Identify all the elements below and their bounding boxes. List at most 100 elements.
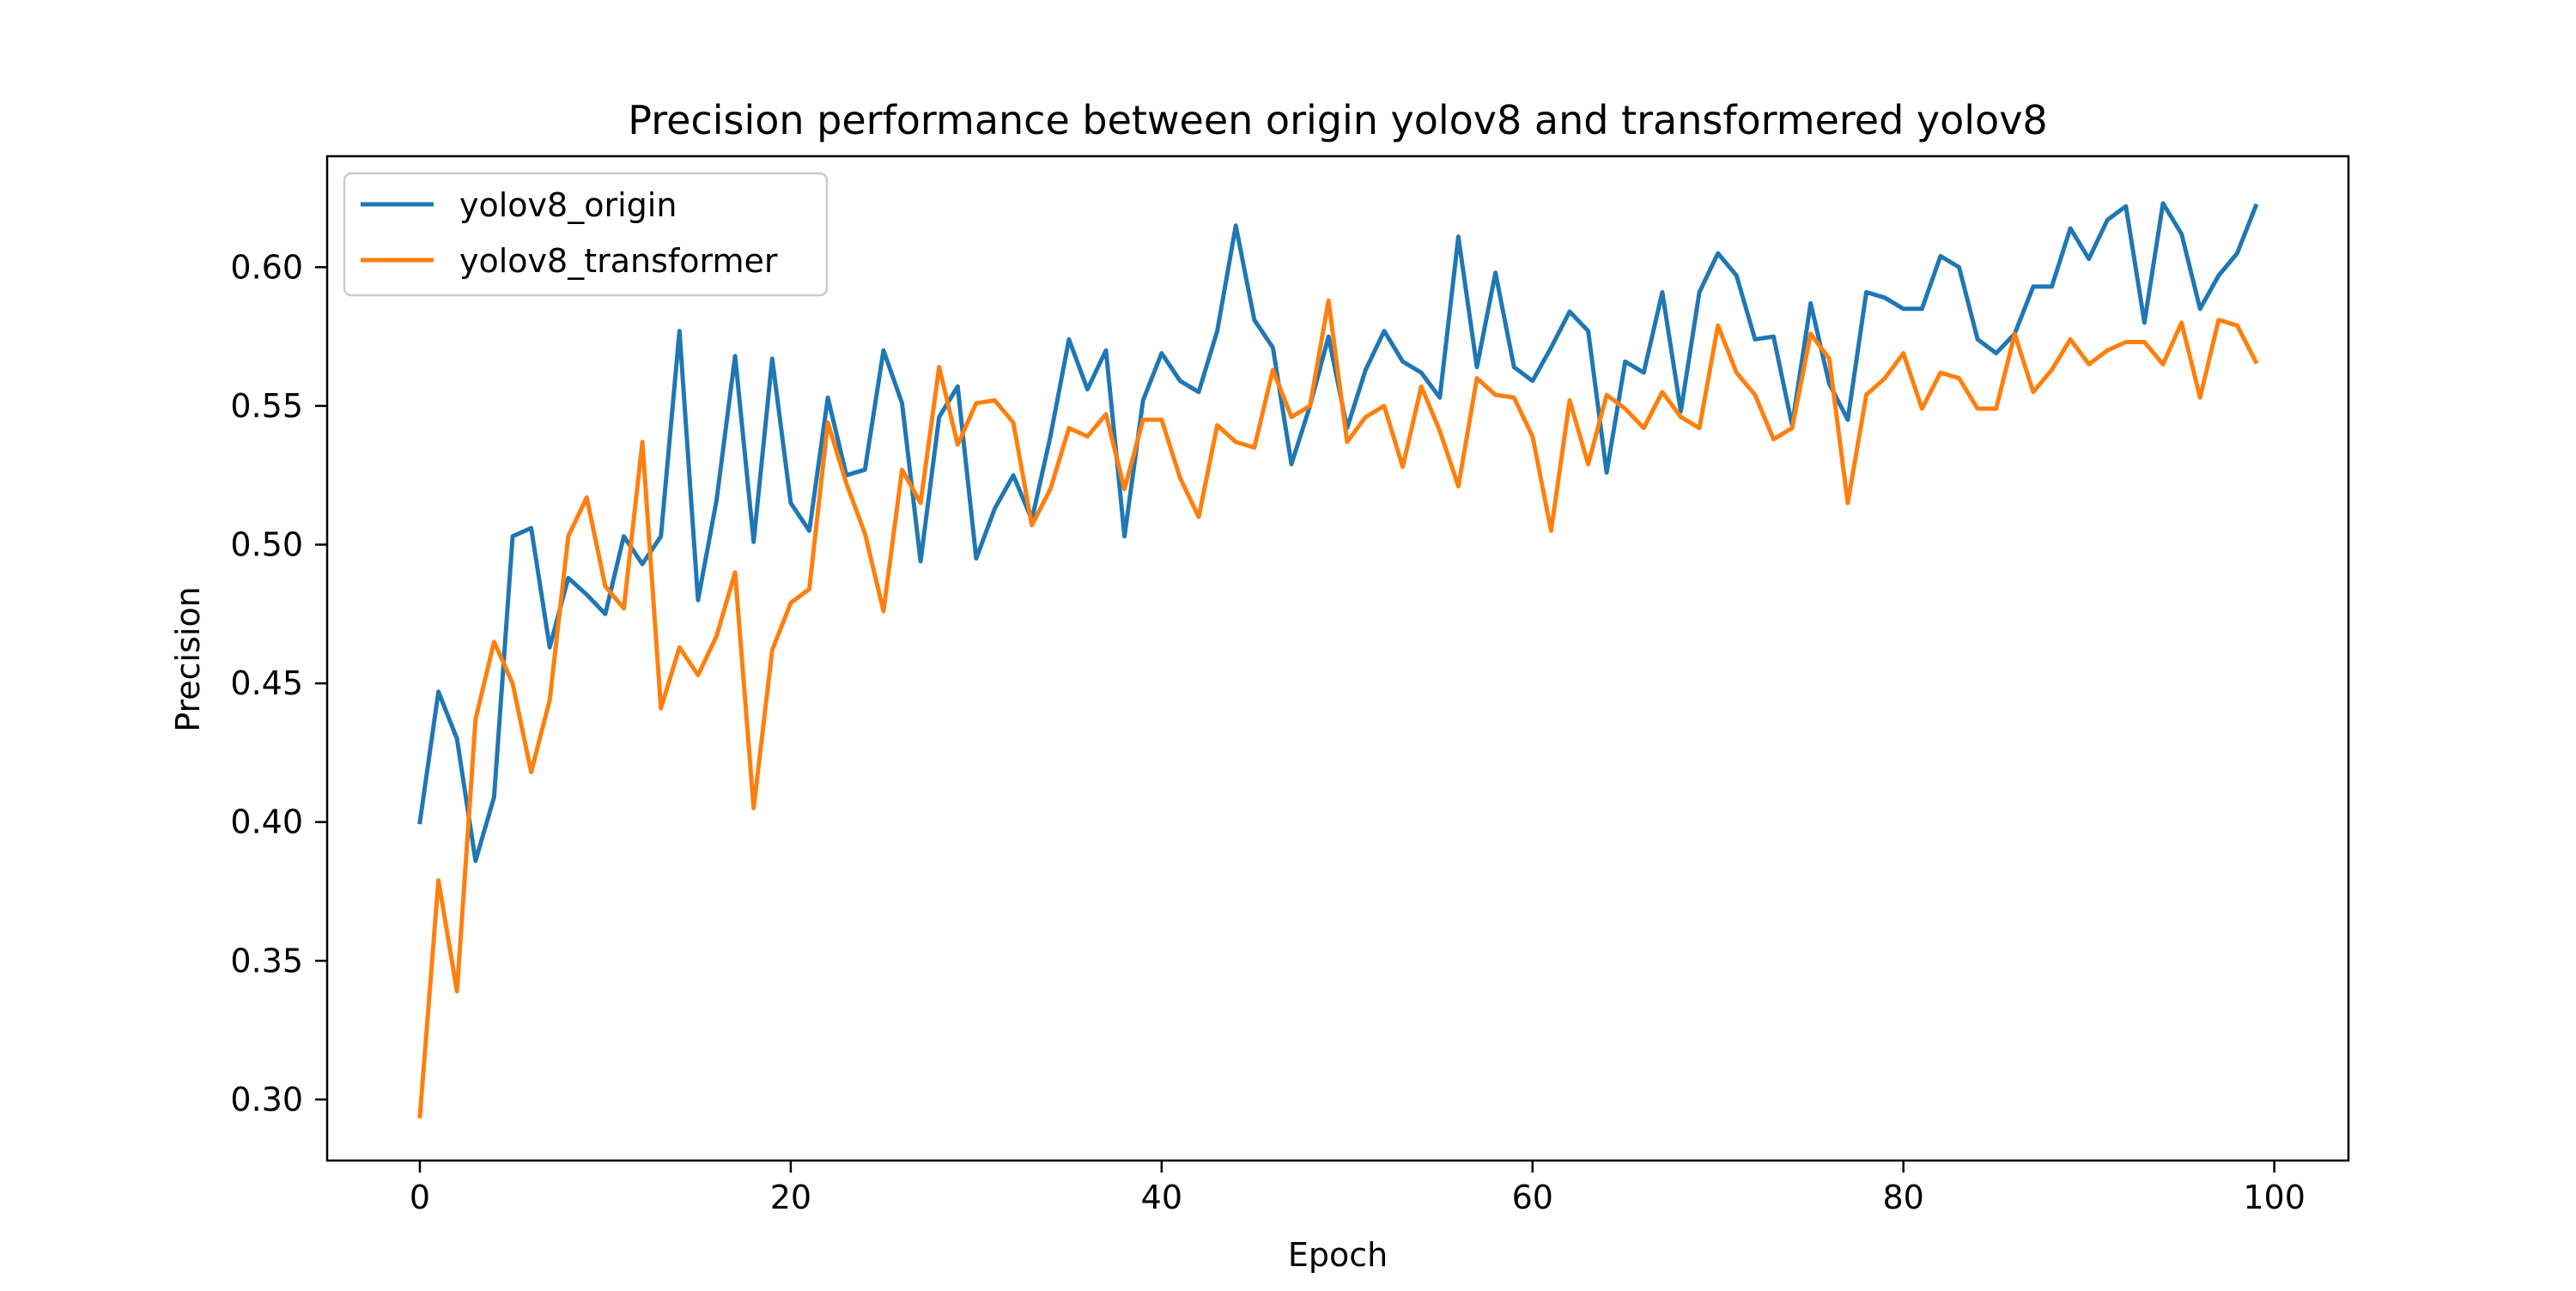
- legend-label-yolov8-transformer: yolov8_transformer: [459, 242, 778, 280]
- data-point-yolov8-origin: [2200, 308, 2201, 309]
- data-point-yolov8-origin: [1680, 411, 1681, 412]
- data-point-yolov8-transformer: [1866, 395, 1867, 396]
- y-tick-label: 0.50: [230, 525, 303, 563]
- data-point-yolov8-origin: [1754, 339, 1755, 340]
- data-point-yolov8-origin: [957, 386, 958, 387]
- data-point-yolov8-transformer: [623, 608, 624, 609]
- data-point-yolov8-transformer: [1792, 427, 1793, 428]
- x-axis-label: Epoch: [1288, 1236, 1388, 1274]
- data-point-yolov8-origin: [2144, 322, 2145, 323]
- data-point-yolov8-transformer: [1365, 416, 1366, 417]
- data-point-yolov8-transformer: [1199, 517, 1200, 518]
- data-point-yolov8-origin: [1180, 380, 1181, 381]
- data-point-yolov8-transformer: [2256, 361, 2257, 362]
- data-point-yolov8-origin: [2256, 206, 2257, 207]
- data-point-yolov8-transformer: [1068, 427, 1069, 428]
- plot-frame: [325, 155, 2350, 1162]
- data-point-yolov8-origin: [772, 358, 773, 359]
- data-point-yolov8-transformer: [531, 772, 532, 773]
- y-tick-label: 0.45: [230, 664, 303, 702]
- data-point-yolov8-origin: [531, 528, 532, 529]
- legend-label-yolov8-origin: yolov8_origin: [459, 186, 677, 224]
- data-point-yolov8-transformer: [1829, 358, 1830, 359]
- data-point-yolov8-origin: [1143, 400, 1144, 401]
- data-point-yolov8-transformer: [1309, 405, 1310, 406]
- data-point-yolov8-transformer: [846, 483, 847, 484]
- y-axis: 0.30 0.35 0.40 0.45 0.50 0.55 0.60: [230, 248, 327, 1118]
- data-point-yolov8-transformer: [772, 650, 773, 651]
- data-point-yolov8-transformer: [2051, 369, 2052, 370]
- chart-title: Precision performance between origin yol…: [628, 97, 2047, 143]
- data-point-yolov8-transformer: [2218, 319, 2219, 320]
- data-point-yolov8-transformer: [1143, 420, 1144, 421]
- data-point-yolov8-transformer: [1031, 524, 1032, 525]
- data-point-yolov8-origin: [1106, 350, 1107, 351]
- data-point-yolov8-transformer: [1514, 397, 1515, 398]
- data-point-yolov8-transformer: [1458, 486, 1459, 487]
- data-point-yolov8-transformer: [1754, 395, 1755, 396]
- data-point-yolov8-origin: [1532, 380, 1533, 381]
- data-point-yolov8-origin: [1922, 308, 1923, 309]
- data-point-yolov8-transformer: [2014, 333, 2015, 334]
- data-point-yolov8-transformer: [1087, 436, 1088, 437]
- data-point-yolov8-transformer: [1570, 400, 1571, 401]
- data-point-yolov8-origin: [1903, 308, 1904, 309]
- data-point-yolov8-transformer: [1421, 386, 1422, 387]
- data-point-yolov8-origin: [2125, 206, 2126, 207]
- y-tick-label: 0.30: [230, 1081, 303, 1118]
- data-point-yolov8-origin: [2051, 286, 2052, 287]
- data-point-yolov8-transformer: [1384, 405, 1385, 406]
- data-point-yolov8-transformer: [1106, 414, 1107, 415]
- data-point-yolov8-transformer: [475, 719, 476, 720]
- data-point-yolov8-origin: [2237, 253, 2238, 254]
- y-axis-label: Precision: [169, 586, 207, 732]
- legend: yolov8_origin yolov8_transformer: [343, 172, 829, 297]
- data-point-yolov8-origin: [1829, 384, 1830, 385]
- data-point-yolov8-origin: [1254, 319, 1255, 320]
- data-point-yolov8-origin: [642, 564, 643, 565]
- data-point-yolov8-origin: [2107, 220, 2108, 221]
- data-point-yolov8-transformer: [1254, 447, 1255, 448]
- data-point-yolov8-transformer: [420, 1116, 421, 1117]
- data-point-yolov8-origin: [1013, 475, 1014, 476]
- data-point-yolov8-transformer: [586, 497, 587, 498]
- data-point-yolov8-origin: [735, 355, 736, 356]
- data-point-yolov8-transformer: [1847, 503, 1848, 504]
- data-point-yolov8-origin: [975, 558, 976, 559]
- data-point-yolov8-origin: [1551, 348, 1552, 349]
- x-tick-label: 60: [1512, 1179, 1553, 1216]
- data-point-yolov8-origin: [790, 503, 791, 504]
- data-point-yolov8-transformer: [1402, 467, 1403, 468]
- data-point-yolov8-transformer: [2181, 322, 2182, 323]
- data-point-yolov8-transformer: [1477, 378, 1478, 379]
- data-point-yolov8-origin: [1439, 397, 1440, 398]
- data-point-yolov8-origin: [475, 860, 476, 861]
- data-point-yolov8-transformer: [2200, 397, 2201, 398]
- data-point-yolov8-origin: [438, 691, 439, 692]
- x-tick-label: 40: [1141, 1179, 1182, 1216]
- series-line-yolov8-transformer: [417, 298, 2259, 1118]
- data-point-yolov8-origin: [2070, 228, 2071, 229]
- data-point-yolov8-origin: [1402, 361, 1403, 362]
- y-tick-label: 0.35: [230, 942, 303, 979]
- y-tick-label: 0.60: [230, 248, 303, 286]
- data-point-yolov8-origin: [1458, 236, 1459, 237]
- x-tick-label: 80: [1883, 1179, 1924, 1216]
- data-point-yolov8-origin: [2088, 258, 2089, 259]
- data-point-yolov8-origin: [457, 738, 458, 739]
- data-point-yolov8-origin: [994, 508, 995, 509]
- data-point-yolov8-transformer: [494, 641, 495, 642]
- data-point-yolov8-origin: [1365, 369, 1366, 370]
- x-tick-label: 20: [770, 1179, 811, 1216]
- data-point-yolov8-transformer: [828, 422, 829, 423]
- data-point-yolov8-origin: [679, 330, 680, 331]
- data-point-yolov8-origin: [1885, 297, 1886, 298]
- data-point-yolov8-transformer: [660, 708, 661, 709]
- data-point-yolov8-origin: [1384, 330, 1385, 331]
- data-point-yolov8-transformer: [735, 572, 736, 573]
- data-point-yolov8-origin: [1161, 353, 1162, 354]
- data-point-yolov8-origin: [1050, 436, 1051, 437]
- data-point-yolov8-transformer: [1180, 477, 1181, 478]
- data-point-yolov8-transformer: [2163, 364, 2164, 365]
